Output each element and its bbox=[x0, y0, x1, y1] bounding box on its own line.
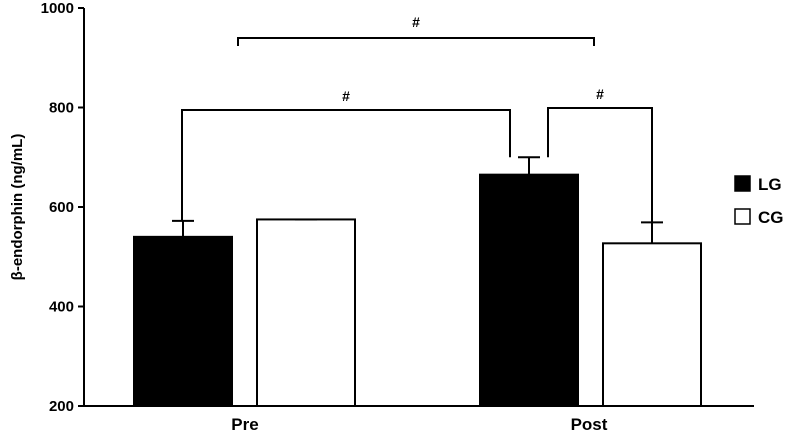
significance-label: # bbox=[342, 88, 350, 104]
legend-swatch-cg bbox=[734, 208, 751, 225]
legend: LG CG bbox=[734, 175, 784, 227]
error-caps bbox=[172, 156, 663, 244]
significance-label: # bbox=[596, 86, 604, 102]
bracket-lg-pre-post bbox=[181, 109, 511, 221]
bracket-pre-post-groups bbox=[237, 37, 595, 46]
bar-lg-post bbox=[479, 173, 579, 407]
bar-lg-pre bbox=[133, 235, 233, 407]
y-axis-title: β-endorphin (ng/mL) bbox=[9, 134, 26, 281]
x-tick-labels: Pre Post bbox=[231, 415, 607, 434]
bars bbox=[133, 173, 702, 407]
significance-brackets: # # # bbox=[181, 14, 653, 223]
bar-cg-pre bbox=[256, 218, 356, 407]
legend-label-lg: LG bbox=[758, 175, 782, 194]
y-tick-label: 600 bbox=[49, 199, 74, 216]
x-tick-label: Pre bbox=[231, 415, 258, 434]
bracket-lg-cg-post bbox=[547, 107, 653, 223]
x-tick-label: Post bbox=[571, 415, 608, 434]
y-tick-label: 200 bbox=[49, 398, 74, 415]
legend-swatch-lg bbox=[734, 175, 751, 192]
significance-label: # bbox=[412, 14, 420, 30]
y-tick-label: 800 bbox=[49, 100, 74, 117]
legend-label-cg: CG bbox=[758, 208, 784, 227]
y-tick-label: 400 bbox=[49, 299, 74, 316]
y-ticks: 200 400 600 800 1000 bbox=[41, 0, 84, 415]
bar-cg-post bbox=[602, 242, 702, 407]
y-tick-label: 1000 bbox=[41, 0, 74, 17]
